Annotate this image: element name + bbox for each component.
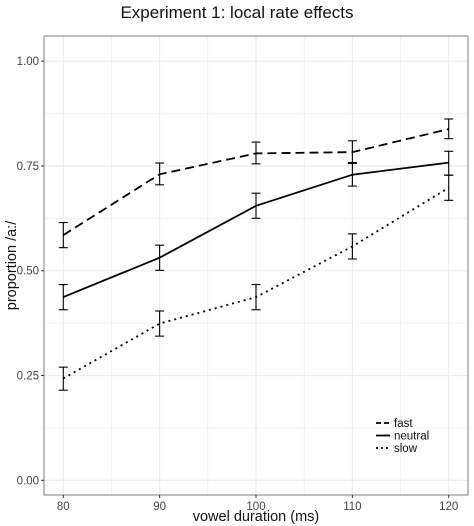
- error-bar: [155, 244, 165, 271]
- error-bar: [251, 192, 261, 219]
- error-bar: [58, 284, 68, 311]
- error-bar: [251, 284, 261, 311]
- error-bar: [155, 162, 165, 186]
- error-bar: [58, 366, 68, 391]
- y-tick-label: 0.25: [17, 371, 39, 383]
- x-tick-label: 110: [343, 501, 361, 513]
- error-bar: [347, 140, 357, 164]
- series-fast: [58, 118, 454, 249]
- error-bar: [444, 174, 454, 201]
- error-bar: [347, 233, 357, 260]
- legend-item-slow: slow: [376, 443, 418, 455]
- y-axis: 0.00 0.25 0.50 0.75 1.00: [17, 56, 44, 487]
- legend-item-fast: fast: [376, 418, 413, 430]
- x-axis-title: vowel duration (ms): [193, 509, 320, 525]
- error-bar: [251, 141, 261, 165]
- x-axis: 80 90 100 110 120: [57, 495, 458, 513]
- error-bar: [347, 162, 357, 187]
- error-bar: [155, 310, 165, 337]
- legend-label: neutral: [394, 431, 429, 443]
- x-tick-label: 100: [246, 501, 265, 513]
- y-tick-label: 0.00: [17, 475, 39, 487]
- chart-title: Experiment 1: local rate effects: [120, 3, 354, 22]
- x-tick-label: 80: [57, 501, 70, 513]
- x-tick-label: 90: [153, 501, 166, 513]
- y-tick-label: 0.50: [17, 266, 39, 278]
- grid: [44, 36, 468, 495]
- y-axis-title: proportion /a:/: [4, 220, 20, 310]
- series-slow: [58, 174, 454, 391]
- error-bar: [58, 221, 68, 249]
- legend-item-neutral: neutral: [376, 431, 429, 443]
- x-tick-label: 120: [439, 501, 458, 513]
- error-bar: [444, 118, 454, 140]
- series-group: [58, 118, 454, 391]
- y-tick-label: 0.75: [17, 161, 39, 173]
- legend-label: fast: [394, 418, 413, 430]
- series-neutral: [58, 150, 454, 311]
- legend-label: slow: [394, 443, 418, 455]
- y-tick-label: 1.00: [17, 56, 39, 68]
